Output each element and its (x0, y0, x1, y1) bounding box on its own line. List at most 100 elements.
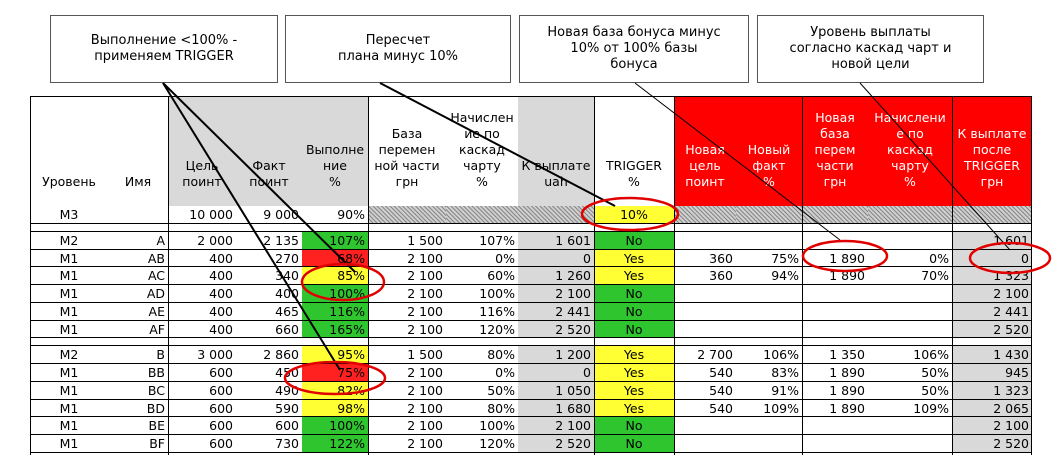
header-new-base: Новая база перем части грн (802, 96, 868, 206)
cell-new-accrual (868, 285, 952, 302)
cell-trigger: No (594, 320, 674, 338)
cell-base: 2 100 (407, 400, 443, 416)
cell-completion: 107% (302, 231, 368, 249)
cell-new-target (674, 303, 736, 320)
cell-name: B (156, 347, 165, 363)
grid-line (802, 96, 803, 455)
cell-accrual: 107% (479, 232, 515, 248)
header-new-target: Новая цель поинт (674, 96, 736, 206)
cell-new-target: 360 (709, 250, 733, 266)
cell-level: M1 (59, 365, 79, 380)
cell-payout: 2 520 (518, 435, 594, 452)
cell-payout-after-trigger: 2 065 (952, 399, 1032, 417)
cell-accrual: 80% (487, 400, 515, 416)
grid-line (1031, 96, 1032, 455)
cell-payout-after-trigger: 2 520 (952, 435, 1032, 452)
cell-base: 1 500 (407, 347, 443, 363)
cell-new-target (674, 321, 736, 338)
cell-new-fact: 106% (763, 347, 799, 363)
cell-base: 1 500 (407, 232, 443, 248)
cell-completion: 116% (302, 302, 368, 320)
cell-new-fact (736, 417, 802, 434)
cell-new-accrual (868, 303, 952, 320)
cell-fact: 340 (275, 268, 299, 284)
cell-name (108, 206, 168, 223)
cell-new-accrual (868, 435, 952, 452)
grid-line (368, 96, 369, 455)
cell-new-base: 1 890 (829, 382, 865, 398)
cell-fact: 400 (275, 286, 299, 301)
cell-base: 2 100 (407, 321, 443, 337)
cell-payout-after-trigger: 2 520 (952, 320, 1032, 338)
cell-new-base (802, 206, 868, 223)
cell-payout-after-trigger: 2 441 (952, 302, 1032, 320)
cell-fact: 490 (275, 382, 299, 398)
cell-base: 2 100 (407, 382, 443, 398)
cell-new-base (802, 232, 868, 249)
cell-fact: 730 (275, 436, 299, 451)
cell-accrual: 100% (479, 286, 515, 301)
cell-trigger: No (594, 435, 674, 452)
grid-line (594, 96, 595, 455)
cell-level: M1 (59, 250, 79, 266)
cell-completion: 122% (302, 435, 368, 452)
cell-target: 600 (209, 436, 233, 451)
cell-new-accrual: 70% (921, 268, 949, 284)
cell-payout: 2 100 (518, 285, 594, 302)
cell-payout: 2 100 (518, 417, 594, 434)
grid-line (30, 96, 1032, 97)
cell-new-accrual (868, 232, 952, 249)
cell-level: M1 (59, 268, 79, 284)
cell-new-accrual: 109% (913, 400, 949, 416)
cell-fact: 2 135 (263, 232, 299, 248)
cell-completion: 98% (302, 399, 368, 417)
cell-new-base (802, 285, 868, 302)
cell-target: 400 (209, 286, 233, 301)
callout-trigger-rule: Выполнение <100% - применяем TRIGGER (50, 15, 278, 83)
cell-new-target (674, 285, 736, 302)
cell-target: 400 (209, 303, 233, 319)
table-row-spacer (30, 224, 1032, 232)
cell-new-accrual (868, 417, 952, 434)
cell-target: 2 000 (197, 232, 233, 248)
cell-new-target: 2 700 (697, 347, 733, 363)
cell-new-accrual: 50% (921, 382, 949, 398)
cell-target: 400 (209, 250, 233, 266)
cell-base: 2 100 (407, 418, 443, 434)
cell-payout: 0 (518, 364, 594, 381)
table-row-spacer (30, 338, 1032, 347)
cell-fact: 590 (275, 400, 299, 416)
header-base: База перемен ной части грн (368, 96, 446, 206)
cell-payout (518, 206, 594, 223)
cell-completion: 85% (302, 267, 368, 284)
cell-accrual: 0% (495, 250, 515, 266)
cell-accrual: 50% (487, 382, 515, 398)
cell-fact: 600 (275, 418, 299, 434)
cell-payout: 1 050 (518, 381, 594, 399)
cell-payout-after-trigger: 1 323 (952, 267, 1032, 284)
cell-name: AD (146, 286, 165, 301)
cell-level: M1 (59, 418, 79, 434)
table-row: M2 A 2 000 2 135 107% 1 500 107% 1 601 No 1 601 (30, 231, 1032, 250)
cell-payout: 2 441 (518, 302, 594, 320)
cell-payout-after-trigger: 1 323 (952, 381, 1032, 399)
cell-trigger: Yes (594, 249, 674, 267)
cell-name: AE (148, 303, 165, 319)
cell-completion: 95% (302, 346, 368, 363)
grid-line (952, 96, 953, 455)
cell-payout-after-trigger (952, 206, 1032, 223)
cell-level: M2 (59, 347, 79, 363)
header-new-fact: Новый факт % (736, 96, 802, 206)
cell-accrual (446, 206, 518, 223)
callout-plan-recalc: Пересчет плана минус 10% (285, 15, 511, 83)
cell-new-base (802, 321, 868, 338)
cell-level: M1 (59, 436, 79, 451)
cell-completion: 75% (302, 364, 368, 381)
callout-payout-level: Уровень выплаты согласно каскад чарт и н… (757, 15, 984, 83)
cell-name: A (156, 232, 165, 248)
cell-new-fact (736, 232, 802, 249)
header-level: Уровень (30, 96, 108, 206)
cell-name: AF (149, 321, 165, 337)
cell-payout: 0 (518, 249, 594, 267)
cell-new-accrual: 0% (929, 250, 949, 266)
